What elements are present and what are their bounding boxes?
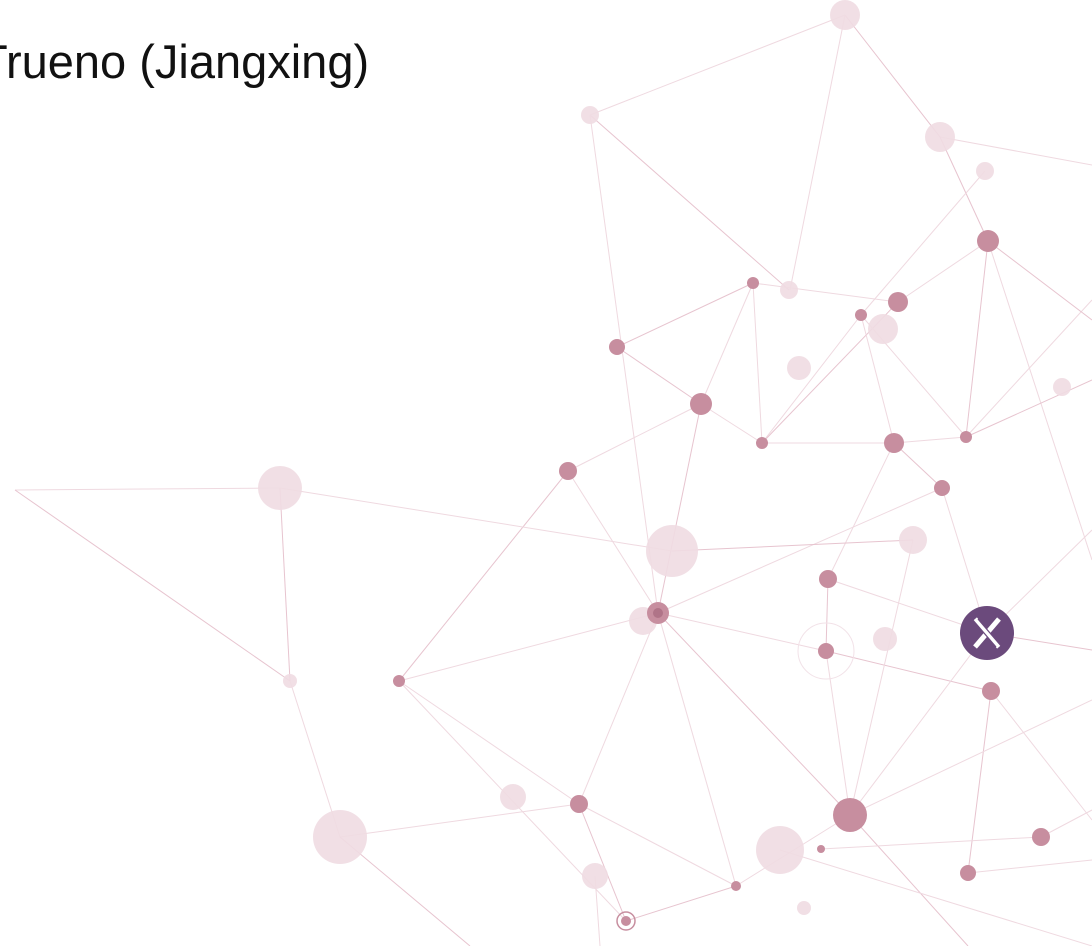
edge (15, 490, 290, 681)
edge (672, 540, 913, 551)
edge (658, 613, 826, 651)
edge (590, 115, 789, 290)
node (559, 462, 577, 480)
slide: Trueno (Jiangxing) (0, 0, 1092, 946)
node (690, 393, 712, 415)
edge (280, 488, 672, 551)
node-light (581, 106, 599, 124)
edge (988, 241, 1092, 560)
edge (966, 380, 1092, 437)
edge (790, 15, 845, 290)
edge (753, 283, 898, 302)
node-light (780, 281, 798, 299)
edge (991, 691, 1092, 820)
node-core (653, 608, 663, 618)
node (934, 480, 950, 496)
edge (753, 283, 762, 443)
node (393, 675, 405, 687)
node (731, 881, 741, 891)
title: Trueno (Jiangxing) (0, 35, 369, 88)
edge (579, 804, 626, 921)
edge (966, 241, 988, 437)
edge (968, 691, 991, 873)
node (609, 339, 625, 355)
node (855, 309, 867, 321)
page: {"header": {"title": "Trueno (Jiangxing)… (0, 0, 1092, 946)
edge (658, 404, 701, 613)
node-light (258, 466, 302, 510)
node (884, 433, 904, 453)
edge (988, 241, 1092, 320)
node-light (873, 627, 897, 651)
edge (828, 443, 894, 579)
node-light (868, 314, 898, 344)
node (817, 845, 825, 853)
node-light (797, 901, 811, 915)
x-logo-node (960, 606, 1014, 660)
node (819, 570, 837, 588)
edge (850, 700, 1092, 815)
edge (658, 488, 942, 613)
edge (940, 137, 1092, 165)
node-light (925, 122, 955, 152)
edge (826, 651, 991, 691)
edge (579, 613, 658, 804)
edge (845, 15, 940, 137)
edge (968, 860, 1092, 873)
edge (399, 613, 658, 681)
node (1032, 828, 1050, 846)
node (570, 795, 588, 813)
edge (617, 347, 701, 404)
edge (780, 850, 1092, 946)
node (960, 431, 972, 443)
edge (701, 283, 753, 404)
node (756, 437, 768, 449)
node-light (500, 784, 526, 810)
edge (399, 681, 579, 804)
node (747, 277, 759, 289)
node-light (582, 863, 608, 889)
edge (568, 404, 701, 471)
edge (898, 241, 988, 302)
edge (826, 579, 828, 651)
edge (861, 171, 985, 315)
edge (617, 283, 753, 347)
node-light (787, 356, 811, 380)
edge (850, 815, 968, 946)
node-light (283, 674, 297, 688)
network-nodes (258, 0, 1071, 930)
edge (762, 315, 861, 443)
node (818, 643, 834, 659)
node-light (976, 162, 994, 180)
edge (15, 488, 280, 490)
node-light (899, 526, 927, 554)
node (621, 916, 631, 926)
edge (894, 437, 966, 443)
edge (966, 300, 1092, 437)
network-edges (15, 15, 1092, 946)
node-light (756, 826, 804, 874)
node (888, 292, 908, 312)
node-light (830, 0, 860, 30)
edge (399, 471, 568, 681)
edge (590, 115, 658, 613)
node (833, 798, 867, 832)
node-light (1053, 378, 1071, 396)
edge (940, 137, 988, 241)
edge (590, 15, 845, 115)
node-light (313, 810, 367, 864)
edge (280, 488, 290, 681)
edge (821, 837, 1041, 849)
node (960, 865, 976, 881)
edge (826, 651, 850, 815)
edge (626, 886, 736, 921)
node (977, 230, 999, 252)
node-light (646, 525, 698, 577)
node (982, 682, 1000, 700)
edge (340, 804, 579, 837)
